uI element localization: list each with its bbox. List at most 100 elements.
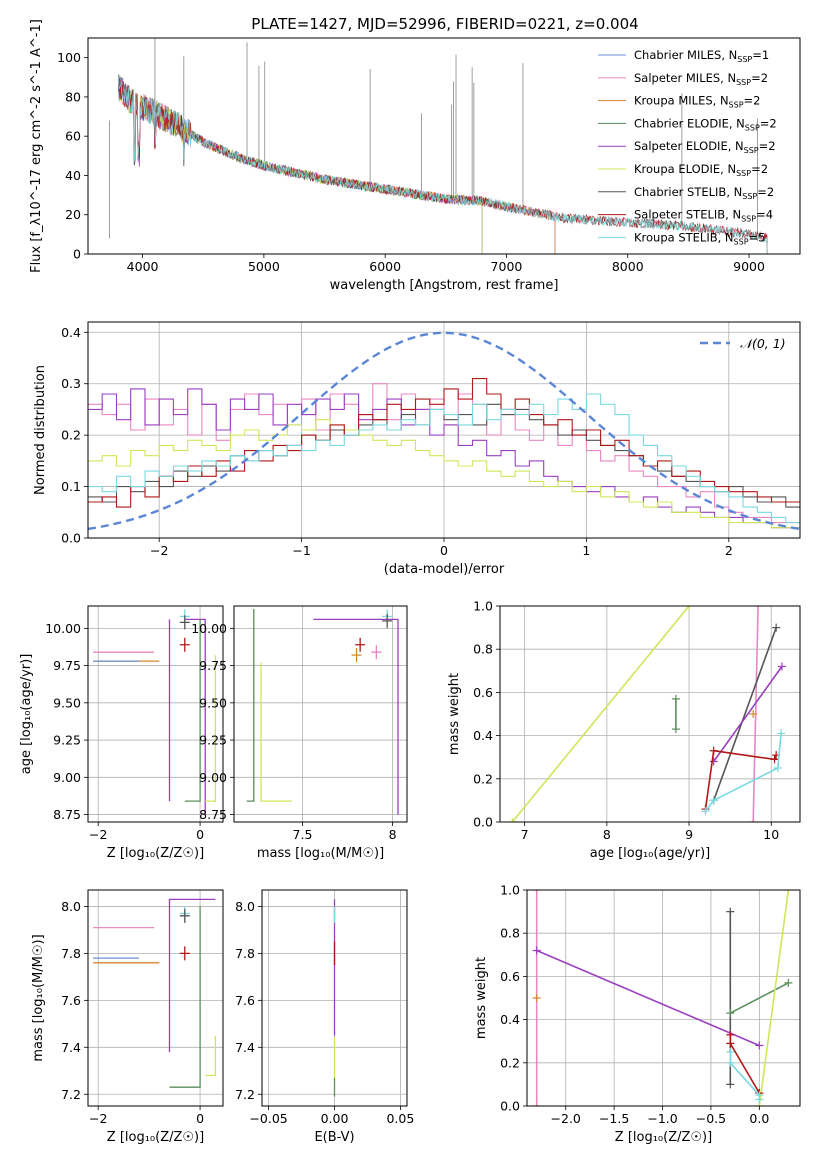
legend-subscript: SSP bbox=[729, 101, 744, 110]
x-tick-label: −2 bbox=[89, 1111, 107, 1126]
panel-mass_vs_ebv: −0.05 0.00 0.05 7.2 7.4 7.6 7.8 8.0 E(B-V) bbox=[235, 889, 414, 1145]
weight-point bbox=[773, 764, 782, 772]
panel-marks bbox=[93, 609, 217, 815]
weight-point bbox=[685, 606, 694, 610]
legend-subscript: SSP bbox=[742, 192, 757, 201]
weight-point bbox=[532, 994, 541, 1002]
legend-label: Salpeter ELODIE, NSSP=2 bbox=[634, 139, 776, 155]
error-segment bbox=[205, 1035, 217, 1077]
y-tick-label: 100 bbox=[57, 50, 81, 65]
x-tick-label: −0.5 bbox=[696, 1111, 726, 1126]
histogram-step bbox=[88, 419, 800, 529]
legend-count: =5 bbox=[749, 230, 766, 244]
x-tick-label: 0.05 bbox=[386, 1111, 414, 1126]
y-tick-label: 0.8 bbox=[500, 926, 520, 941]
histogram-step bbox=[88, 393, 800, 524]
weight-line bbox=[536, 949, 760, 1047]
x-axis-label: E(B-V) bbox=[314, 1130, 354, 1145]
error-segment bbox=[313, 618, 399, 815]
weight-point bbox=[749, 818, 758, 822]
x-axis-label: age [log₁₀(age/yr)] bbox=[590, 846, 711, 861]
x-axis-label: mass [log₁₀(M/M☉)] bbox=[257, 846, 384, 861]
panel-lines bbox=[532, 890, 793, 1106]
y-tick-label: 7.6 bbox=[61, 993, 81, 1008]
data-point bbox=[179, 946, 190, 961]
y-tick-label: 8.0 bbox=[235, 899, 255, 914]
x-tick-label: 6000 bbox=[369, 259, 401, 274]
x-tick-label: −1 bbox=[292, 543, 310, 558]
weight-point bbox=[709, 746, 718, 755]
legend-count: =2 bbox=[760, 116, 777, 130]
error-segment bbox=[205, 655, 217, 802]
axes-frame bbox=[87, 37, 801, 255]
y-tick-label: 1.0 bbox=[500, 883, 520, 898]
axes-frame bbox=[526, 889, 801, 1107]
weight-line bbox=[704, 749, 777, 810]
y-axis-label: mass [log₁₀(M/M☉)] bbox=[31, 934, 46, 1061]
x-tick-label: −1.5 bbox=[599, 1111, 629, 1126]
x-tick-label: 9 bbox=[685, 827, 693, 842]
y-tick-label: 0.0 bbox=[61, 531, 81, 546]
x-tick-label: 8 bbox=[389, 827, 397, 842]
panel-lines bbox=[508, 606, 786, 822]
spectrum-series bbox=[117, 75, 768, 254]
weight-line bbox=[729, 982, 789, 1014]
legend-label: Chabrier ELODIE, NSSP=2 bbox=[634, 116, 777, 132]
y-tick-label: 8.0 bbox=[61, 899, 81, 914]
x-tick-label: 0 bbox=[196, 827, 204, 842]
legend-count: =2 bbox=[757, 185, 774, 199]
panels: 4000 5000 6000 7000 8000 9000020406080100wave… bbox=[19, 19, 801, 1145]
weight-point bbox=[701, 807, 710, 816]
x-axis-label: Z [log₁₀(Z/Z☉)] bbox=[107, 846, 204, 861]
histogram-step bbox=[88, 378, 800, 508]
weight-point bbox=[532, 890, 541, 894]
legend-count: =4 bbox=[756, 208, 773, 222]
y-tick-label: 9.50 bbox=[53, 695, 81, 710]
x-tick-label: −2 bbox=[150, 543, 168, 558]
x-tick-label: 10 bbox=[763, 827, 779, 842]
histogram-series bbox=[88, 331, 800, 531]
y-tick-label: 7.6 bbox=[235, 993, 255, 1008]
legend-subscript: SSP bbox=[734, 237, 749, 246]
panel-marks bbox=[93, 898, 217, 1088]
y-tick-label: 0.4 bbox=[500, 1012, 520, 1027]
weight-point bbox=[508, 818, 517, 822]
y-tick-label: 0.2 bbox=[61, 428, 81, 443]
axes-frame bbox=[87, 321, 801, 539]
weight-line bbox=[712, 627, 777, 801]
axes-frame bbox=[87, 889, 224, 1107]
weight-point bbox=[726, 1048, 735, 1056]
y-tick-label: 20 bbox=[65, 207, 81, 222]
legend-count: =1 bbox=[752, 48, 769, 62]
legend-count: =2 bbox=[751, 71, 768, 85]
error-segment bbox=[184, 618, 206, 815]
panel-age_vs_mass: 7.5 8 8.75 9.00 9.25 9.50 9.75 10.00 mass [log₁₀… bbox=[191, 605, 408, 861]
weight-point bbox=[784, 978, 793, 987]
x-tick-label: 0 bbox=[440, 543, 448, 558]
legend-label: 𝒩(0, 1) bbox=[740, 336, 786, 351]
legend-label: Kroupa ELODIE, NSSP=2 bbox=[634, 162, 768, 178]
weight-point bbox=[770, 755, 779, 764]
y-tick-label: 8.75 bbox=[199, 807, 227, 822]
y-tick-label: 7.2 bbox=[61, 1087, 81, 1102]
y-tick-label: 0.2 bbox=[473, 771, 493, 786]
axes-frame bbox=[499, 605, 801, 823]
panel-spectrum: 4000 5000 6000 7000 8000 9000 0 20 40 60 80 100 wave… bbox=[29, 19, 801, 293]
x-tick-label: −0.05 bbox=[249, 1111, 287, 1126]
weight-point bbox=[726, 1030, 735, 1039]
error-segment bbox=[260, 662, 292, 802]
weight-point bbox=[755, 1095, 764, 1104]
y-tick-label: 0.4 bbox=[473, 728, 493, 743]
error-segment bbox=[184, 619, 201, 802]
weight-point bbox=[532, 1102, 541, 1106]
y-tick-label: 9.00 bbox=[53, 770, 81, 785]
y-axis-label: mass weight bbox=[474, 957, 489, 1039]
panel-residuals: −2 −1 0 1 2 0.0 0.1 0.2 0.3 0.4 (data-model)/error… bbox=[33, 321, 801, 577]
y-tick-label: 7.4 bbox=[235, 1040, 255, 1055]
data-point bbox=[179, 637, 190, 652]
y-tick-label: 0.8 bbox=[473, 642, 493, 657]
x-axis-label: Z [log₁₀(Z/Z☉)] bbox=[615, 1130, 712, 1145]
y-axis-label: Normed distribution bbox=[33, 365, 48, 495]
y-tick-label: 80 bbox=[65, 89, 81, 104]
weight-point bbox=[784, 890, 793, 894]
